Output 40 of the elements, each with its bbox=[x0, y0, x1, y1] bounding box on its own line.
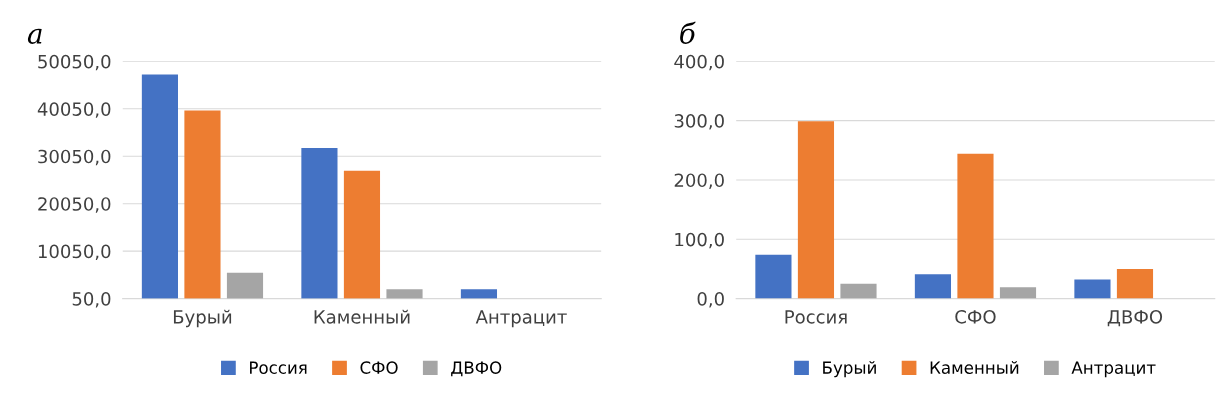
bar bbox=[914, 274, 952, 299]
chart-title: а bbox=[27, 28, 42, 44]
x-tick-label: Россия bbox=[785, 310, 847, 324]
bar bbox=[755, 254, 792, 299]
bar bbox=[226, 272, 264, 299]
chart-title: б bbox=[680, 21, 696, 44]
bar bbox=[184, 110, 221, 299]
x-tick-label: СФО bbox=[955, 310, 996, 324]
y-tick-label: 40050,0 bbox=[37, 102, 111, 118]
bar bbox=[301, 147, 338, 299]
y-tick-label: 10050,0 bbox=[38, 244, 111, 261]
bar bbox=[840, 283, 877, 299]
bar bbox=[343, 170, 381, 299]
y-tick-label: 20050,0 bbox=[38, 197, 111, 213]
y-tick-label: 50050,0 bbox=[38, 54, 111, 71]
y-tick-label: 30050,0 bbox=[38, 149, 111, 166]
bar bbox=[1074, 279, 1111, 299]
y-tick-label: 200,0 bbox=[674, 173, 724, 189]
x-tick-label: Антрацит bbox=[475, 310, 567, 328]
y-tick-label: 0,0 bbox=[697, 292, 724, 308]
y-tick-label: 50,0 bbox=[72, 292, 111, 308]
x-tick-label: ДВФО bbox=[1107, 310, 1163, 327]
bar bbox=[1116, 268, 1154, 299]
y-tick-label: 100,0 bbox=[675, 232, 724, 249]
y-tick-label: 300,0 bbox=[674, 114, 724, 130]
bar bbox=[999, 287, 1037, 299]
bar bbox=[460, 289, 498, 299]
x-tick-label: Бурый bbox=[173, 309, 232, 328]
legend-label: Бурый bbox=[823, 361, 876, 378]
legend-label: Россия bbox=[250, 361, 307, 374]
y-tick-label: 400,0 bbox=[674, 54, 724, 71]
bar bbox=[386, 289, 423, 299]
x-tick-label: Каменный bbox=[314, 309, 410, 324]
legend-label: СФО bbox=[360, 361, 398, 374]
bar bbox=[141, 74, 178, 299]
bar bbox=[957, 153, 994, 299]
legend-label: Каменный bbox=[930, 361, 1019, 374]
legend-label: Антрацит bbox=[1071, 361, 1156, 378]
legend-label: ДВФО bbox=[451, 361, 502, 377]
bar bbox=[797, 121, 835, 299]
